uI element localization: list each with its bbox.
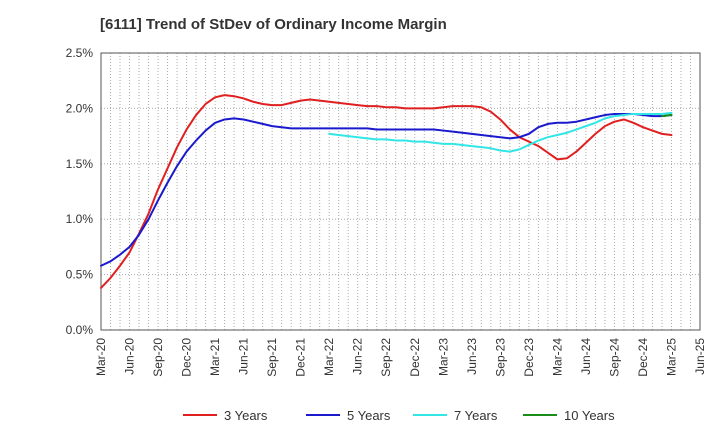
x-tick-label: Dec-21: [294, 338, 308, 377]
x-tick-label: Sep-22: [379, 338, 393, 377]
y-tick-label: 0.5%: [66, 268, 94, 282]
x-tick-label: Dec-22: [408, 338, 422, 377]
chart-title: [6111] Trend of StDev of Ordinary Income…: [100, 16, 447, 33]
y-tick-label: 0.0%: [66, 323, 94, 337]
x-tick-label: Mar-21: [208, 338, 222, 376]
x-tick-label: Mar-22: [322, 338, 336, 376]
axes: 0.0% 0.5% 1.0% 1.5% 2.0% 2.5% Mar-20 Jun-20 Sep-…: [66, 46, 707, 377]
x-tick-label: Sep-21: [265, 338, 279, 377]
x-tick-label: Mar-24: [550, 338, 564, 376]
legend-label: 7 Years: [454, 408, 498, 423]
x-tick-label: Mar-20: [94, 338, 108, 376]
x-tick-label: Mar-23: [436, 338, 450, 376]
x-tick-label: Jun-25: [693, 338, 707, 375]
x-tick-label: Mar-25: [664, 338, 678, 376]
y-tick-label: 1.5%: [66, 157, 94, 171]
x-tick-label: Jun-22: [351, 338, 365, 375]
x-tick-label: Sep-23: [493, 338, 507, 377]
x-tick-label: Jun-21: [237, 338, 251, 375]
series-line: [100, 94, 673, 289]
series-line: [328, 111, 673, 153]
y-tick-label: 2.0%: [66, 101, 94, 115]
x-tick-label: Dec-20: [180, 338, 194, 377]
y-tick-label: 2.5%: [66, 46, 94, 60]
y-tick-label: 1.0%: [66, 212, 94, 226]
legend-label: 5 Years: [347, 408, 391, 423]
legend: 3 Years 5 Years 7 Years 10 Years: [183, 408, 615, 423]
x-tick-label: Sep-24: [607, 338, 621, 377]
grid-lines: [100, 52, 701, 331]
legend-label: 10 Years: [564, 408, 615, 423]
x-tick-label: Jun-24: [579, 338, 593, 375]
series-lines: [100, 94, 673, 289]
x-tick-label: Jun-23: [465, 338, 479, 375]
plot-frame: [100, 52, 701, 331]
x-tick-label: Dec-23: [522, 338, 536, 377]
series-line: [100, 112, 673, 267]
x-tick-label: Jun-20: [123, 338, 137, 375]
x-tick-label: Dec-24: [636, 338, 650, 377]
legend-label: 3 Years: [224, 408, 268, 423]
series-line: [660, 114, 673, 118]
x-tick-label: Sep-20: [151, 338, 165, 377]
